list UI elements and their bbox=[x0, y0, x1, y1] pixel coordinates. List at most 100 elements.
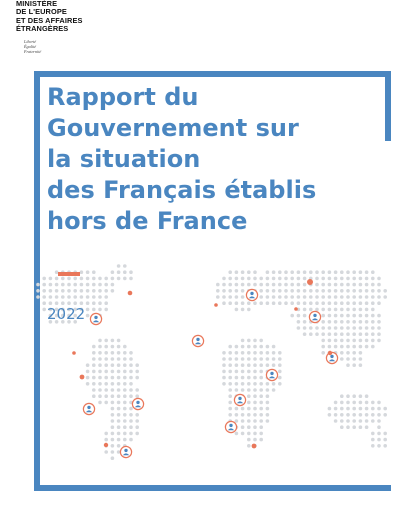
map-location-dot bbox=[103, 442, 109, 448]
ministry-logo: MINISTÈRE DE L'EUROPE ET DES AFFAIRES ÉT… bbox=[16, 0, 136, 34]
map-dot bbox=[110, 351, 115, 355]
map-dot bbox=[352, 270, 357, 274]
map-dot bbox=[340, 313, 344, 318]
map-dot bbox=[116, 382, 121, 386]
map-dot bbox=[240, 382, 245, 386]
map-dot bbox=[302, 307, 307, 312]
map-dot bbox=[278, 276, 282, 281]
map-dot bbox=[104, 351, 108, 355]
map-dot bbox=[98, 276, 102, 281]
map-dot bbox=[352, 338, 357, 343]
map-dot bbox=[98, 382, 102, 386]
map-dot bbox=[346, 419, 350, 423]
map-dot bbox=[302, 295, 307, 299]
map-dot bbox=[129, 437, 133, 442]
map-dot bbox=[278, 270, 282, 274]
map-dot bbox=[116, 338, 121, 343]
map-dot bbox=[340, 332, 344, 336]
map-dot bbox=[129, 413, 133, 417]
map-dot bbox=[340, 413, 344, 417]
map-dot bbox=[48, 301, 53, 305]
map-dot bbox=[346, 338, 350, 343]
map-dot bbox=[321, 307, 326, 312]
map-dot bbox=[116, 437, 121, 442]
map-dot bbox=[104, 282, 108, 287]
map-dot bbox=[253, 276, 257, 281]
map-dot bbox=[67, 289, 71, 293]
map-dot bbox=[333, 320, 338, 324]
map-dot bbox=[98, 301, 102, 305]
map-dot bbox=[265, 270, 270, 274]
map-dot bbox=[371, 276, 375, 281]
map-dot bbox=[67, 313, 71, 318]
map-location-dot bbox=[294, 307, 298, 311]
map-dot bbox=[315, 289, 319, 293]
person-marker-icon bbox=[308, 310, 322, 324]
map-dot bbox=[92, 388, 96, 392]
map-dot bbox=[340, 295, 344, 299]
map-dot bbox=[315, 276, 319, 281]
map-dot bbox=[271, 388, 276, 392]
map-dot bbox=[123, 344, 127, 349]
map-dot bbox=[371, 344, 375, 349]
map-dot bbox=[321, 289, 326, 293]
map-dot bbox=[340, 351, 344, 355]
map-dot bbox=[135, 363, 139, 367]
map-dot bbox=[352, 351, 357, 355]
map-dot bbox=[358, 276, 363, 281]
map-dot bbox=[240, 369, 245, 374]
map-dot bbox=[48, 276, 53, 281]
map-dot bbox=[321, 276, 326, 281]
map-dot bbox=[48, 307, 53, 312]
map-dot bbox=[253, 394, 257, 398]
map-dot bbox=[104, 394, 108, 398]
map-dot bbox=[48, 313, 53, 318]
map-dot bbox=[129, 419, 133, 423]
map-dot bbox=[377, 400, 381, 405]
map-dot bbox=[265, 357, 270, 361]
map-dot bbox=[327, 270, 332, 274]
map-dot bbox=[129, 270, 133, 274]
person-marker-icon bbox=[265, 368, 279, 382]
map-dot bbox=[358, 351, 363, 355]
map-dot bbox=[36, 282, 40, 287]
ministry-line-1: MINISTÈRE bbox=[16, 0, 58, 8]
map-dot bbox=[116, 363, 121, 367]
map-dot bbox=[364, 400, 369, 405]
map-dot bbox=[364, 406, 369, 411]
map-dot bbox=[346, 344, 350, 349]
map-dot bbox=[346, 363, 350, 367]
map-dot bbox=[79, 307, 84, 312]
map-dot bbox=[116, 406, 121, 411]
map-dot bbox=[265, 351, 270, 355]
map-dot bbox=[364, 295, 369, 299]
map-dot bbox=[296, 295, 301, 299]
map-dot bbox=[240, 388, 245, 392]
map-dot bbox=[247, 413, 251, 417]
map-dot bbox=[234, 351, 239, 355]
map-dot bbox=[222, 375, 226, 380]
map-dot bbox=[321, 320, 326, 324]
map-dot bbox=[296, 276, 301, 281]
map-dot bbox=[61, 295, 65, 299]
map-dot bbox=[333, 413, 338, 417]
map-dot bbox=[333, 276, 338, 281]
map-dot bbox=[240, 431, 245, 436]
map-dot bbox=[98, 369, 102, 374]
map-dot bbox=[222, 351, 226, 355]
map-dot bbox=[259, 282, 263, 287]
map-dot bbox=[302, 313, 307, 318]
map-dot bbox=[309, 332, 313, 336]
map-dot bbox=[377, 406, 381, 411]
map-dot bbox=[302, 289, 307, 293]
map-dot bbox=[240, 413, 245, 417]
map-dot bbox=[135, 375, 139, 380]
map-dot bbox=[383, 295, 388, 299]
map-dot bbox=[383, 413, 388, 417]
map-dot bbox=[247, 382, 251, 386]
map-dot bbox=[228, 369, 232, 374]
motto-fraternite: Fraternité bbox=[24, 49, 42, 54]
map-dot bbox=[129, 394, 133, 398]
map-dot bbox=[240, 425, 245, 429]
map-dot bbox=[98, 363, 102, 367]
